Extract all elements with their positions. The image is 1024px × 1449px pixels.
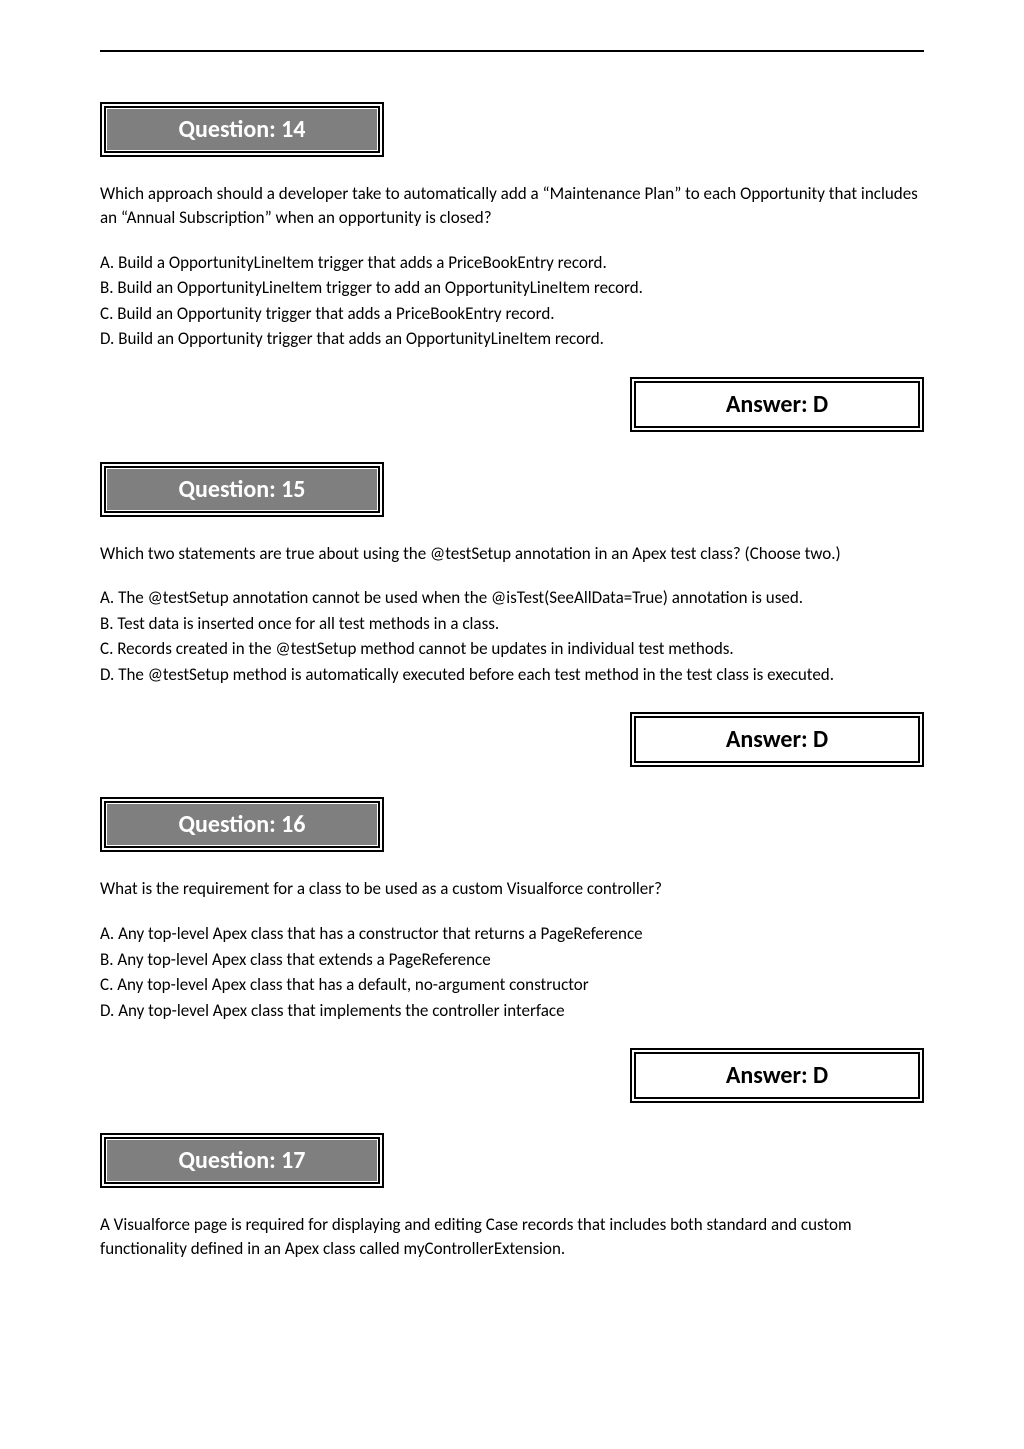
- option-a: A. Any top-level Apex class that has a c…: [100, 921, 924, 947]
- option-c: C. Any top-level Apex class that has a d…: [100, 972, 924, 998]
- option-d: D. Any top-level Apex class that impleme…: [100, 998, 924, 1024]
- answer-inner-frame: Answer: D: [634, 1052, 920, 1099]
- answer-row: Answer: D: [100, 712, 924, 767]
- option-a: A. Build a OpportunityLineItem trigger t…: [100, 250, 924, 276]
- question-options: A. Build a OpportunityLineItem trigger t…: [100, 250, 924, 352]
- question-header-inner-frame: Question: 17: [104, 1137, 380, 1184]
- answer-frame: Answer: D: [630, 377, 924, 432]
- option-d: D. Build an Opportunity trigger that add…: [100, 326, 924, 352]
- answer-row: Answer: D: [100, 1048, 924, 1103]
- option-c: C. Records created in the @testSetup met…: [100, 636, 924, 662]
- question-header-inner-frame: Question: 14: [104, 106, 380, 153]
- question-header-frame: Question: 16: [100, 797, 384, 852]
- question-block: Question: 17 A Visualforce page is requi…: [100, 1133, 924, 1261]
- question-prompt: Which approach should a developer take t…: [100, 182, 924, 230]
- question-options: A. The @testSetup annotation cannot be u…: [100, 585, 924, 687]
- option-b: B. Test data is inserted once for all te…: [100, 611, 924, 637]
- option-d: D. The @testSetup method is automaticall…: [100, 662, 924, 688]
- answer-inner-frame: Answer: D: [634, 716, 920, 763]
- question-header-inner-frame: Question: 16: [104, 801, 380, 848]
- question-number-label: Question: 15: [107, 469, 377, 510]
- question-header-frame: Question: 14: [100, 102, 384, 157]
- answer-label: Answer: D: [637, 1055, 917, 1096]
- answer-frame: Answer: D: [630, 1048, 924, 1103]
- question-block: Question: 16 What is the requirement for…: [100, 797, 924, 1103]
- question-header-frame: Question: 17: [100, 1133, 384, 1188]
- question-number-label: Question: 16: [107, 804, 377, 845]
- option-b: B. Any top-level Apex class that extends…: [100, 947, 924, 973]
- option-c: C. Build an Opportunity trigger that add…: [100, 301, 924, 327]
- answer-label: Answer: D: [637, 384, 917, 425]
- answer-row: Answer: D: [100, 377, 924, 432]
- question-prompt: What is the requirement for a class to b…: [100, 877, 924, 901]
- answer-frame: Answer: D: [630, 712, 924, 767]
- question-prompt: A Visualforce page is required for displ…: [100, 1213, 924, 1261]
- page-top-border: [100, 50, 924, 52]
- option-b: B. Build an OpportunityLineItem trigger …: [100, 275, 924, 301]
- question-prompt: Which two statements are true about usin…: [100, 542, 924, 566]
- answer-label: Answer: D: [637, 719, 917, 760]
- question-header-frame: Question: 15: [100, 462, 384, 517]
- question-number-label: Question: 17: [107, 1140, 377, 1181]
- option-a: A. The @testSetup annotation cannot be u…: [100, 585, 924, 611]
- question-options: A. Any top-level Apex class that has a c…: [100, 921, 924, 1023]
- question-block: Question: 15 Which two statements are tr…: [100, 462, 924, 768]
- question-number-label: Question: 14: [107, 109, 377, 150]
- answer-inner-frame: Answer: D: [634, 381, 920, 428]
- question-block: Question: 14 Which approach should a dev…: [100, 102, 924, 432]
- question-header-inner-frame: Question: 15: [104, 466, 380, 513]
